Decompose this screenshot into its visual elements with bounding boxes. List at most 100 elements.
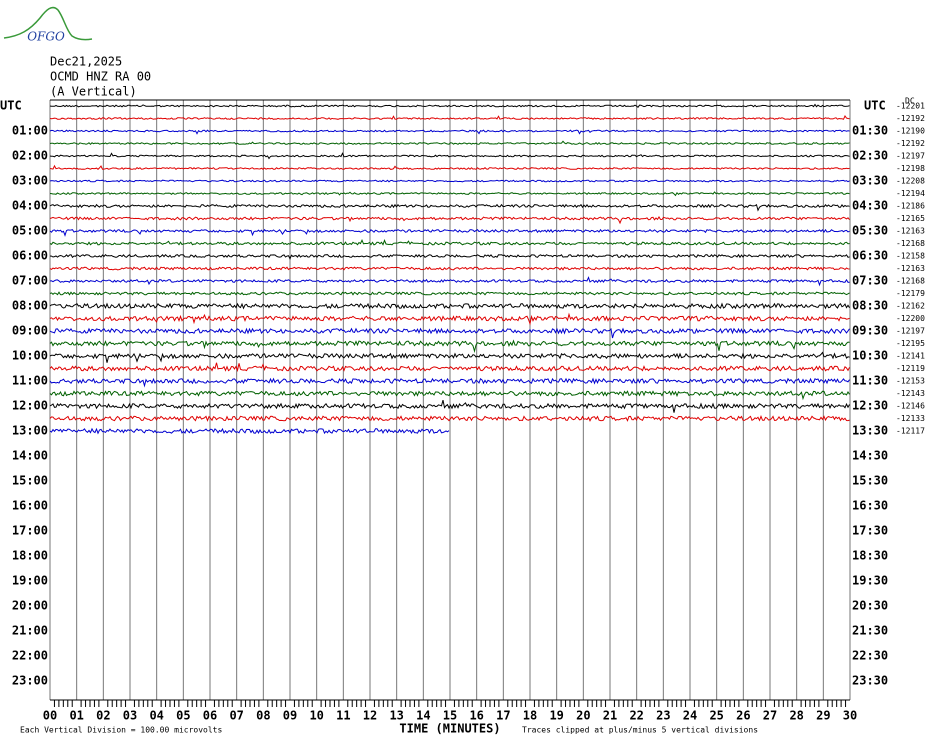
x-tick-label: 21	[603, 709, 617, 723]
hour-label-left: 12:00	[12, 399, 48, 413]
trace-offset: -12198	[896, 164, 925, 173]
trace	[49, 103, 850, 109]
station: OCMD HNZ RA 00	[50, 70, 151, 84]
x-tick-label: 06	[203, 709, 217, 723]
trace	[49, 238, 850, 246]
logo-curve	[3, 6, 93, 41]
hour-label-right: 11:30	[852, 374, 888, 388]
scale-note: Each Vertical Division = 100.00 microvol…	[20, 726, 222, 735]
trace	[49, 312, 850, 326]
trace-offset: -12192	[896, 139, 925, 148]
trace-offset: -12119	[896, 364, 925, 373]
x-tick-label: 08	[256, 709, 270, 723]
x-tick-label: 28	[789, 709, 803, 723]
hour-label-right: 21:30	[852, 624, 888, 638]
hour-label-right: 08:30	[852, 299, 888, 313]
x-tick-label: 00	[43, 709, 57, 723]
trace-offset: -12194	[896, 189, 925, 198]
hour-label-left: 15:00	[12, 474, 48, 488]
trace-offset: -12162	[896, 302, 925, 311]
dc-label: DC	[905, 97, 915, 106]
hour-label-right: 20:30	[852, 599, 888, 613]
trace-offset: -12197	[896, 152, 925, 161]
hour-label-right: 01:30	[852, 124, 888, 138]
x-tick-label: 26	[736, 709, 750, 723]
trace	[49, 203, 850, 212]
x-tick-label: 01	[69, 709, 83, 723]
x-tick-label: 24	[683, 709, 697, 723]
hour-label-left: 03:00	[12, 174, 48, 188]
right-title: UTC	[864, 99, 886, 113]
trace-offset: -12133	[896, 414, 925, 423]
hour-label-right: 13:30	[852, 424, 888, 438]
trace	[49, 415, 850, 422]
hour-label-right: 05:30	[852, 224, 888, 238]
trace-offset: -12197	[896, 327, 925, 336]
hour-label-right: 23:30	[852, 674, 888, 688]
trace-offset: -12200	[896, 314, 925, 323]
trace	[49, 339, 850, 354]
hour-label-left: 18:00	[12, 549, 48, 563]
date: Dec21,2025	[50, 55, 122, 69]
trace-offset: -12195	[896, 339, 925, 348]
component: (A Vertical)	[50, 85, 137, 99]
trace-offset: -12158	[896, 252, 925, 261]
hour-label-right: 15:30	[852, 474, 888, 488]
x-axis-label: TIME (MINUTES)	[399, 722, 500, 736]
trace-offset: -12143	[896, 389, 925, 398]
hour-label-right: 10:30	[852, 349, 888, 363]
hour-label-left: 01:00	[12, 124, 48, 138]
trace-offset: -12117	[896, 427, 925, 436]
hour-label-left: 22:00	[12, 649, 48, 663]
trace	[49, 327, 850, 339]
trace-offset: -12192	[896, 114, 925, 123]
trace	[49, 351, 850, 363]
x-tick-label: 09	[283, 709, 297, 723]
x-tick-label: 27	[763, 709, 777, 723]
hour-label-left: 08:00	[12, 299, 48, 313]
trace-offset: -12168	[896, 239, 925, 248]
trace-offset: -12141	[896, 352, 925, 361]
trace	[49, 164, 850, 170]
x-tick-label: 20	[576, 709, 590, 723]
trace-offset: -12179	[896, 289, 925, 298]
trace	[49, 152, 850, 160]
hour-label-right: 16:30	[852, 499, 888, 513]
trace	[49, 377, 850, 388]
trace	[49, 291, 850, 296]
trace-offset: -12165	[896, 214, 925, 223]
hour-label-right: 06:30	[852, 249, 888, 263]
x-tick-label: 03	[123, 709, 137, 723]
x-tick-label: 07	[229, 709, 243, 723]
trace	[49, 179, 850, 183]
hour-label-left: 16:00	[12, 499, 48, 513]
x-tick-label: 10	[309, 709, 323, 723]
trace	[49, 399, 850, 413]
hour-label-left: 10:00	[12, 349, 48, 363]
x-tick-label: 15	[443, 709, 457, 723]
x-tick-label: 22	[629, 709, 643, 723]
hour-label-left: 04:00	[12, 199, 48, 213]
x-tick-label: 25	[709, 709, 723, 723]
trace	[49, 390, 850, 401]
x-tick-label: 23	[656, 709, 670, 723]
hour-label-right: 09:30	[852, 324, 888, 338]
trace-offset: -12163	[896, 227, 925, 236]
x-tick-label: 12	[363, 709, 377, 723]
trace-offset: -12153	[896, 377, 925, 386]
hour-label-left: 21:00	[12, 624, 48, 638]
hour-label-right: 22:30	[852, 649, 888, 663]
x-tick-label: 29	[816, 709, 830, 723]
hour-label-left: 19:00	[12, 574, 48, 588]
x-tick-label: 02	[96, 709, 110, 723]
trace-offset: -12208	[896, 177, 925, 186]
x-tick-label: 14	[416, 709, 430, 723]
hour-label-right: 19:30	[852, 574, 888, 588]
hour-label-left: 13:00	[12, 424, 48, 438]
trace	[49, 228, 850, 237]
hour-label-right: 02:30	[852, 149, 888, 163]
trace-offset: -12190	[896, 127, 925, 136]
x-tick-label: 04	[149, 709, 163, 723]
x-tick-label: 11	[336, 709, 350, 723]
